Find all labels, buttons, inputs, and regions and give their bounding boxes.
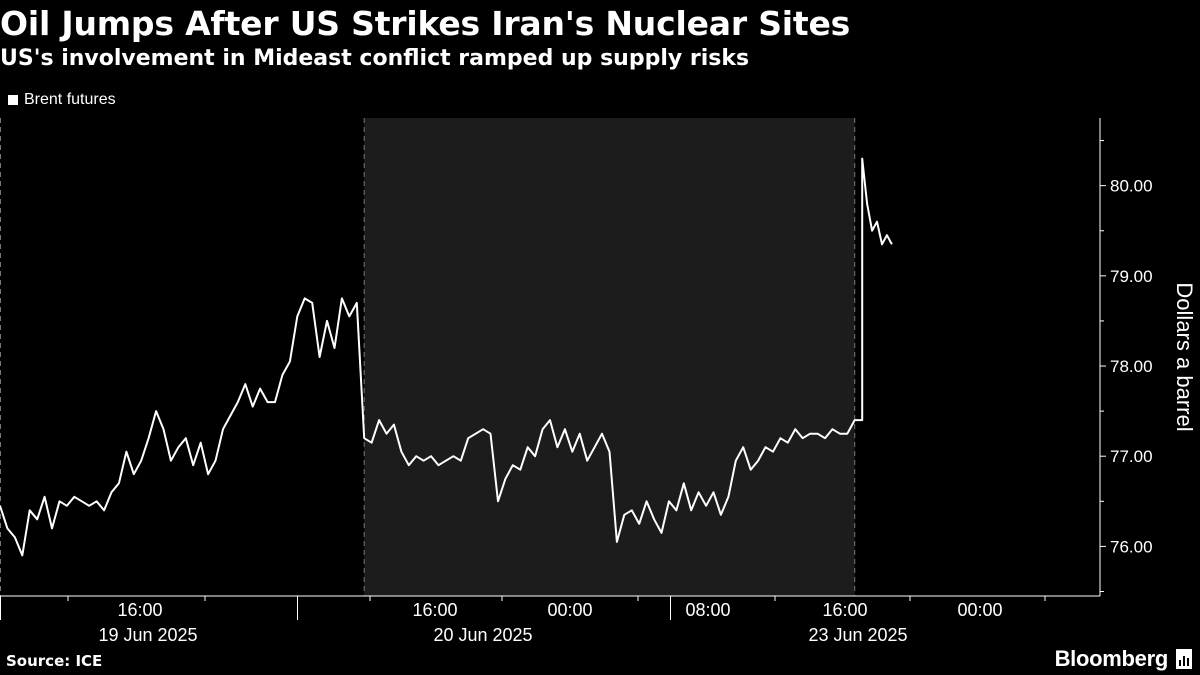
x-tick-label: 08:00 <box>685 600 730 620</box>
x-tick-label: 16:00 <box>117 600 162 620</box>
y-tick-label: 78.00 <box>1110 357 1153 376</box>
bar-chart-icon <box>1176 649 1192 669</box>
y-tick-label: 79.00 <box>1110 267 1153 286</box>
x-group-label: 23 Jun 2025 <box>808 625 907 645</box>
series-line-brent <box>0 157 893 557</box>
label-layer: 76.00 77.00 78.00 79.00 80.00 Dollars a barre… <box>98 177 1197 645</box>
series-layer <box>0 157 893 557</box>
x-tick-label: 16:00 <box>412 600 457 620</box>
shade-layer <box>364 118 855 596</box>
source-note: Source: ICE <box>6 652 103 670</box>
chart-subtitle: US's involvement in Mideast conflict ram… <box>0 46 750 71</box>
x-tick-label: 00:00 <box>547 600 592 620</box>
divider-layer <box>0 118 856 596</box>
legend-label: Brent futures <box>24 91 116 108</box>
x-group-label: 19 Jun 2025 <box>98 625 197 645</box>
chart-title: Oil Jumps After US Strikes Iran's Nuclea… <box>0 4 851 43</box>
brand-logo-text: Bloomberg <box>1054 646 1169 671</box>
y-axis-title: Dollars a barrel <box>1172 282 1197 431</box>
axis-layer <box>0 118 1106 620</box>
x-tick-label: 16:00 <box>822 600 867 620</box>
x-group-label: 20 Jun 2025 <box>433 625 532 645</box>
legend-swatch <box>8 95 18 105</box>
legend: Brent futures <box>8 91 116 109</box>
y-tick-label: 76.00 <box>1110 537 1153 556</box>
y-tick-label: 77.00 <box>1110 447 1153 466</box>
shaded-region <box>364 118 855 596</box>
x-tick-label: 00:00 <box>957 600 1002 620</box>
y-tick-label: 80.00 <box>1110 177 1153 196</box>
brand: Bloomberg <box>1055 646 1192 672</box>
